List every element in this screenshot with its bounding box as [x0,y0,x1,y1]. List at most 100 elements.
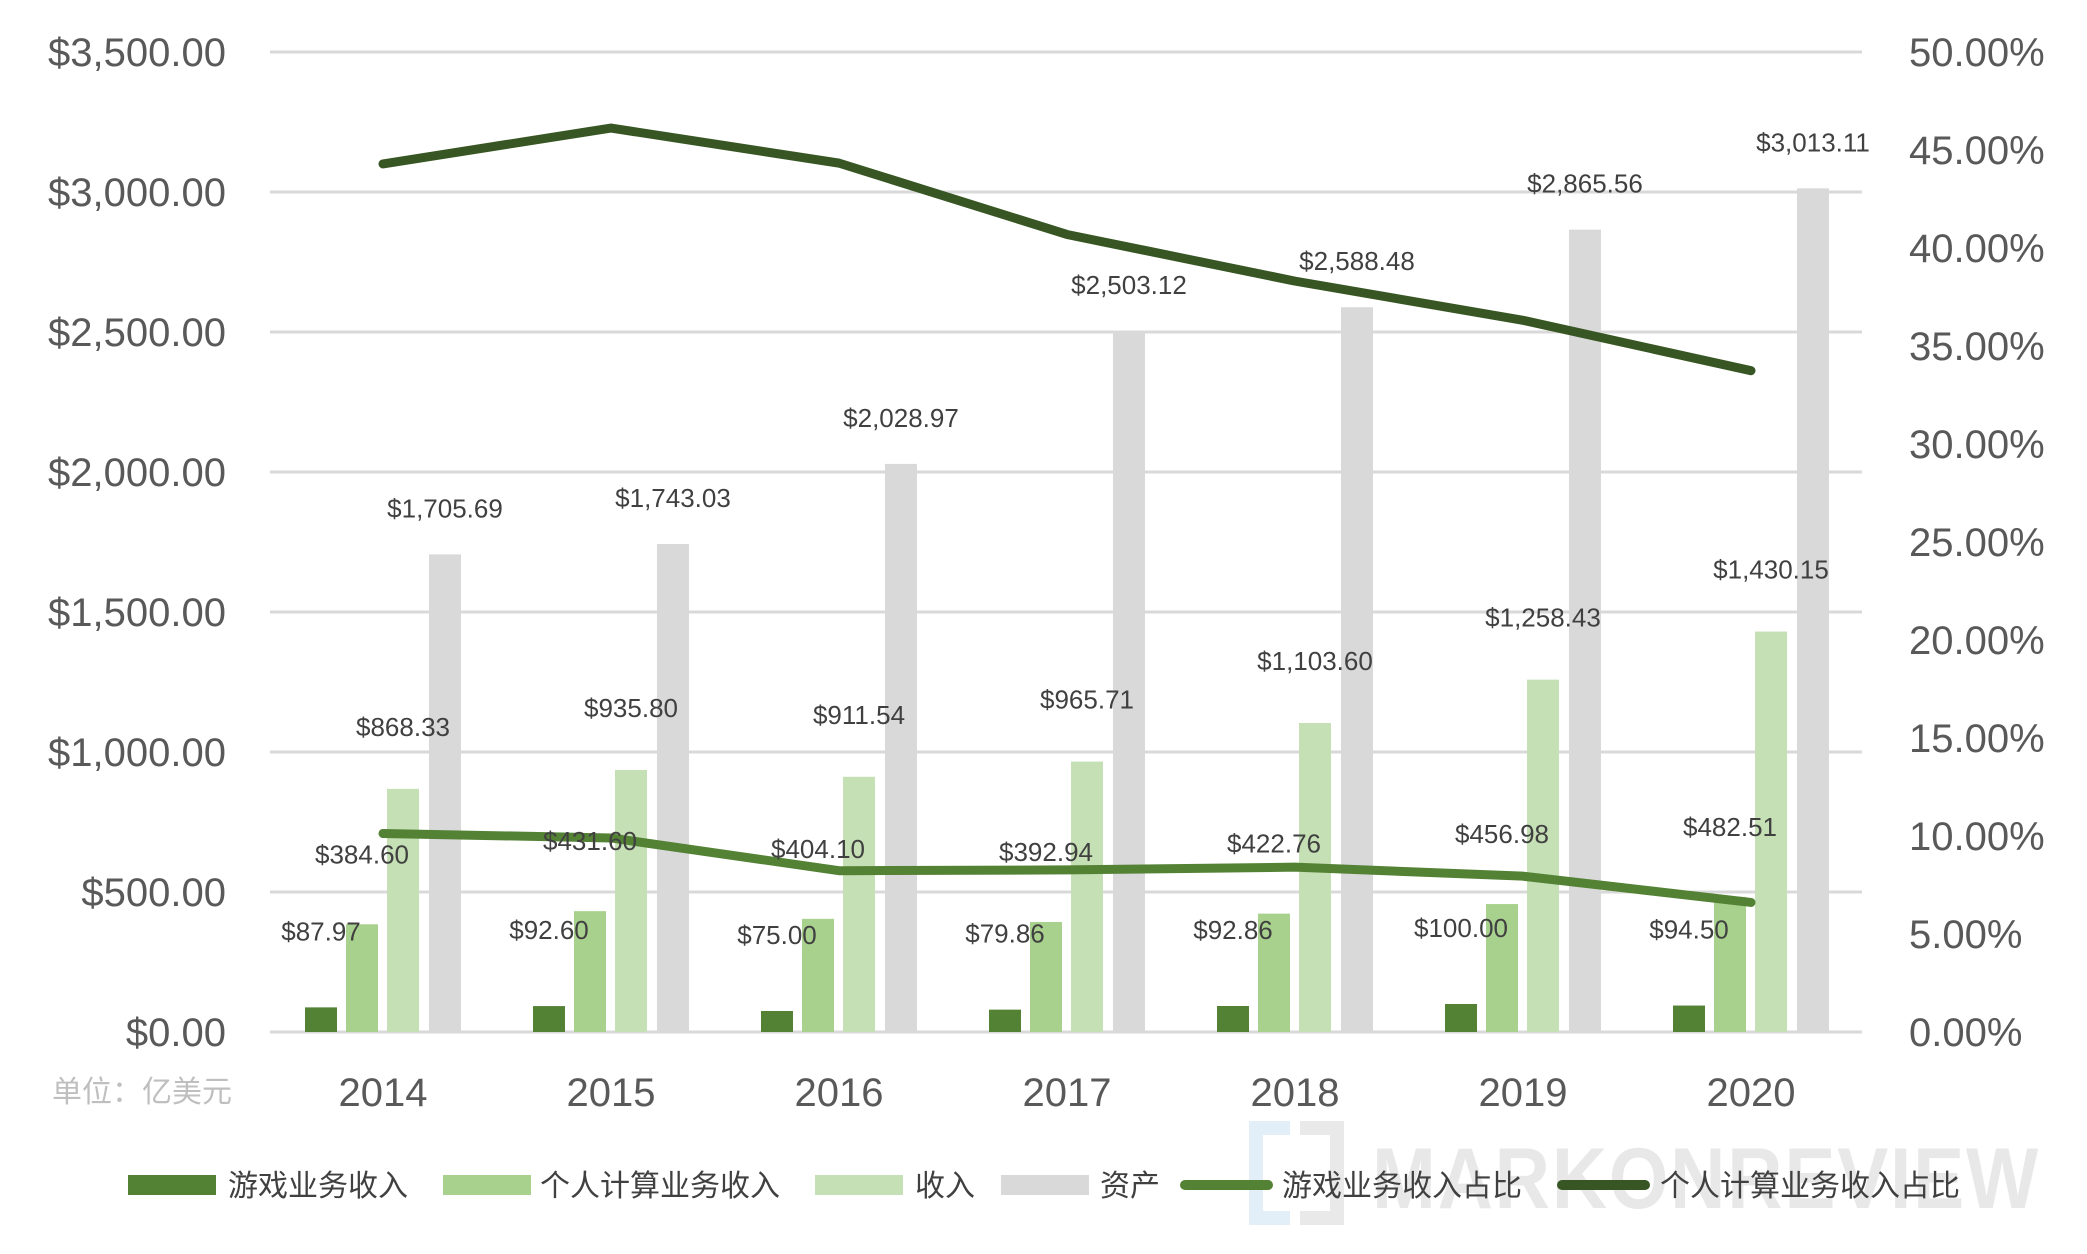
left-y-axis: $0.00 $500.00 $1,000.00 $1,500.00 $2,000.00 $… [48,31,226,1055]
bar-3-2017 [1113,331,1145,1032]
legend-swatch-bar-icon [1001,1175,1089,1195]
bar-1-2016 [802,918,834,1032]
left-axis-tick-label: $3,000.00 [48,171,226,215]
data-label: $2,503.12 [1071,270,1187,300]
data-label: $1,743.03 [615,483,731,513]
legend-item-5[interactable]: 个人计算业务收入占比 [1557,1169,1960,1204]
legend-item-3[interactable]: 资产 [1001,1169,1160,1204]
right-axis-tick-label: 5.00% [1909,913,2022,957]
bar-1-2020 [1714,896,1746,1032]
data-label: $431.60 [543,826,637,856]
data-label: $1,705.69 [387,493,503,523]
data-label: $1,258.43 [1485,603,1601,633]
left-axis-tick-label: $1,500.00 [48,591,226,635]
right-axis-tick-label: 10.00% [1909,815,2045,859]
data-label: $92.86 [1193,915,1273,945]
data-label: $384.60 [315,839,409,869]
data-label: $79.86 [965,919,1045,949]
bar-3-2018 [1341,307,1373,1032]
data-label: $404.10 [771,834,865,864]
data-label: $1,430.15 [1713,555,1829,585]
bar-0-2016 [761,1011,793,1032]
legend-item-4[interactable]: 游戏业务收入占比 [1180,1169,1522,1204]
legend-label: 资产 [1100,1169,1160,1204]
bar-1-2019 [1486,904,1518,1032]
legend-item-1[interactable]: 个人计算业务收入 [443,1169,780,1204]
x-axis-tick-label: 2018 [1251,1071,1340,1115]
data-label: $92.60 [509,915,589,945]
x-axis-tick-label: 2015 [567,1071,656,1115]
right-axis-tick-label: 25.00% [1909,521,2045,565]
legend-swatch-bar-icon [128,1175,216,1195]
watermark-text: MARKONREVIEW [1372,1131,2040,1227]
data-label: $1,103.60 [1257,646,1373,676]
left-axis-tick-label: $0.00 [126,1011,226,1055]
right-axis-tick-label: 30.00% [1909,423,2045,467]
left-axis-tick-label: $3,500.00 [48,31,226,75]
bar-3-2014 [429,554,461,1032]
bar-0-2018 [1217,1005,1249,1032]
bar-3-2019 [1569,229,1601,1033]
legend-label: 游戏业务收入占比 [1282,1169,1522,1204]
gridlines [270,50,1862,1034]
bar-1-2017 [1030,921,1062,1032]
right-y-axis: 0.00% 5.00% 10.00% 15.00% 20.00% 25.00% 30.00%… [1909,31,2045,1055]
legend-label: 收入 [915,1169,975,1204]
x-axis-tick-label: 2014 [339,1071,428,1115]
bar-2-2018 [1299,722,1331,1032]
data-label: $2,588.48 [1299,246,1415,276]
left-axis-tick-label: $1,000.00 [48,731,226,775]
data-labels: $87.97 $92.60 $75.00 $79.86 $92.86 $100.00 $94… [281,127,1870,950]
x-axis-tick-label: 2019 [1479,1071,1568,1115]
data-label: $87.97 [281,916,361,946]
watermark-bracket-left-icon [1249,1121,1290,1225]
unit-label: 单位：亿美元 [52,1075,232,1110]
bar-series [305,188,1829,1033]
bar-0-2020 [1673,1005,1705,1032]
x-axis: 2014 2015 2016 2017 2018 2019 2020 [339,1071,1796,1115]
right-axis-tick-label: 50.00% [1909,31,2045,75]
legend: 游戏业务收入 个人计算业务收入 收入 资产 游戏业务收入占比 个人计算业务收入占比 [128,1169,1960,1204]
x-axis-tick-label: 2016 [795,1071,884,1115]
bar-0-2019 [1445,1004,1477,1032]
x-axis-tick-label: 2020 [1707,1071,1796,1115]
data-label: $94.50 [1649,915,1729,945]
right-axis-tick-label: 45.00% [1909,129,2045,173]
data-label: $75.00 [737,920,817,950]
bar-0-2017 [989,1009,1021,1032]
legend-swatch-bar-icon [815,1175,903,1195]
right-axis-tick-label: 20.00% [1909,619,2045,663]
data-label: $100.00 [1414,913,1508,943]
data-label: $935.80 [584,693,678,723]
pc-share-line [378,123,1756,376]
bar-2-2016 [843,776,875,1032]
bar-1-2018 [1258,913,1290,1032]
bar-0-2015 [533,1006,565,1032]
bar-2-2020 [1755,631,1787,1032]
data-label: $3,013.11 [1756,127,1870,157]
watermark: MARKONREVIEW [1249,1121,2040,1227]
bar-3-2020 [1797,188,1829,1032]
bar-1-2015 [574,911,606,1032]
right-axis-tick-label: 0.00% [1909,1011,2022,1055]
data-label: $2,028.97 [843,403,959,433]
legend-item-2[interactable]: 收入 [815,1169,975,1204]
bar-3-2015 [657,543,689,1032]
legend-label: 个人计算业务收入占比 [1660,1169,1960,1204]
bar-2-2019 [1527,679,1559,1032]
data-label: $2,865.56 [1527,169,1643,199]
bar-1-2014 [346,924,378,1032]
data-label: $965.71 [1040,685,1134,715]
legend-item-0[interactable]: 游戏业务收入 [128,1169,408,1204]
right-axis-tick-label: 15.00% [1909,717,2045,761]
bar-3-2016 [885,463,917,1032]
x-axis-tick-label: 2017 [1023,1071,1112,1115]
data-label: $456.98 [1455,819,1549,849]
bar-0-2014 [305,1007,337,1032]
data-label: $422.76 [1227,829,1321,859]
data-label: $868.33 [356,712,450,742]
line-series [378,123,1756,907]
bar-2-2015 [615,769,647,1032]
